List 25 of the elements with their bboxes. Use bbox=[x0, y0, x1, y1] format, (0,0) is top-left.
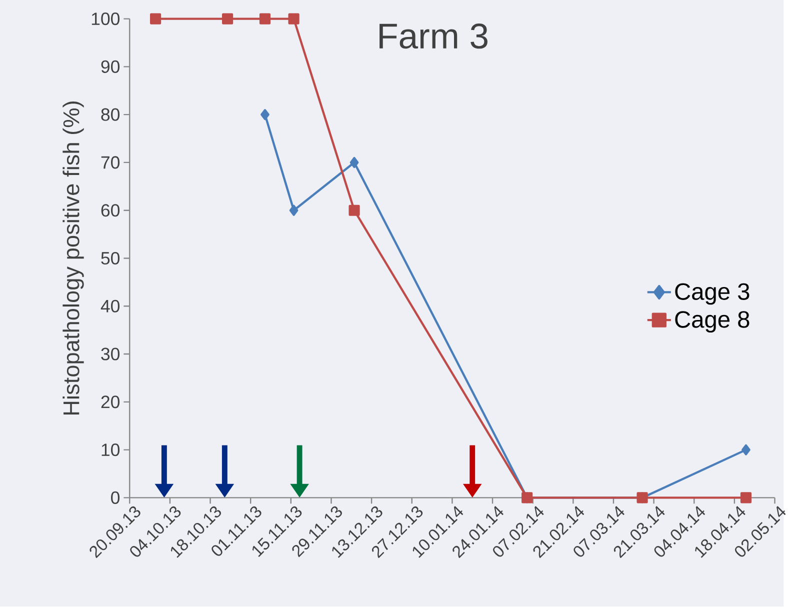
point bbox=[288, 13, 300, 25]
point bbox=[289, 205, 298, 216]
y-tick-label: 100 bbox=[92, 12, 120, 26]
y-tick-label: 10 bbox=[102, 444, 120, 456]
point bbox=[222, 13, 234, 25]
y-tick-label: 60 bbox=[101, 204, 120, 217]
legend-label: Cage 8 bbox=[675, 311, 750, 333]
point bbox=[740, 492, 752, 504]
y-tick-label: 70 bbox=[101, 156, 120, 169]
point bbox=[350, 157, 359, 168]
y-tick-label: 20 bbox=[101, 396, 120, 408]
y-tick-label: 40 bbox=[100, 300, 120, 313]
y-tick-label: 80 bbox=[101, 108, 120, 122]
point bbox=[260, 109, 270, 120]
point bbox=[259, 13, 271, 25]
point bbox=[150, 13, 162, 25]
y-axis-title: Histopathology positive fish (%) bbox=[62, 102, 84, 415]
chart-title: Farm 3 bbox=[380, 24, 488, 49]
y-tick-label: 50 bbox=[101, 252, 120, 265]
y-tick-label: 90 bbox=[101, 60, 120, 74]
legend-label: Cage 3 bbox=[675, 283, 750, 305]
y-tick-label: 30 bbox=[101, 348, 120, 361]
point bbox=[348, 205, 360, 216]
y-tick-label: 0 bbox=[111, 492, 120, 504]
point bbox=[742, 444, 750, 456]
